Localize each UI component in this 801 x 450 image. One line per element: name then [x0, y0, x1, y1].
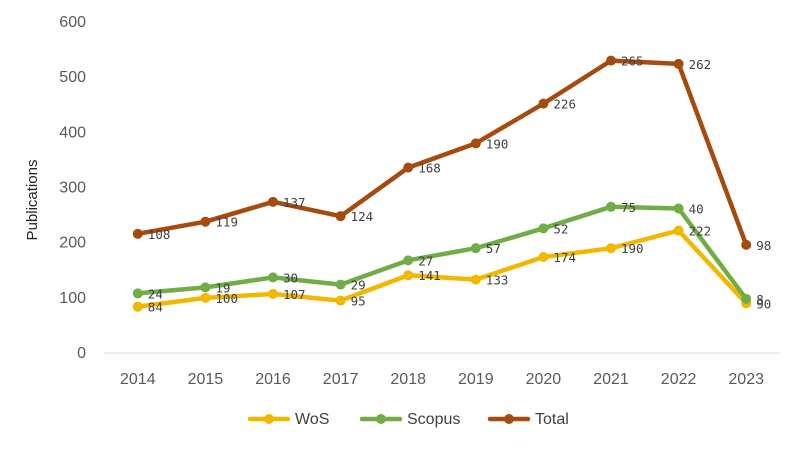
series-lines	[135, 58, 749, 309]
data-label-scopus: 75	[621, 200, 636, 215]
data-point-scopus	[470, 243, 481, 254]
data-label-total: 265	[621, 54, 644, 69]
data-point-scopus	[403, 255, 414, 266]
x-tick-label: 2018	[390, 371, 426, 388]
data-label-scopus: 24	[148, 286, 163, 301]
data-point-total	[606, 55, 616, 66]
legend-label-wos: WoS	[295, 411, 329, 428]
data-label-total: 119	[215, 215, 238, 230]
data-point-wos	[538, 252, 549, 263]
y-tick-label: 0	[77, 345, 86, 362]
x-tick-label: 2017	[323, 371, 359, 388]
legend-label-scopus: Scopus	[407, 411, 460, 428]
y-axis-title: Publications	[24, 160, 41, 241]
data-point-wos	[335, 295, 346, 306]
data-point-total	[335, 211, 346, 222]
data-point-scopus	[538, 223, 549, 234]
data-label-wos: 84	[148, 300, 163, 315]
x-tick-label: 2023	[728, 371, 764, 388]
data-label-total: 168	[418, 161, 441, 176]
data-label-total: 124	[351, 209, 374, 224]
data-label-total: 98	[756, 238, 771, 253]
data-point-scopus	[200, 282, 211, 293]
x-tick-label: 2015	[188, 371, 224, 388]
data-label-wos: 107	[283, 287, 306, 302]
data-point-scopus	[673, 203, 684, 214]
data-point-wos	[470, 274, 481, 285]
series-line-scopus	[135, 204, 749, 302]
data-point-total	[673, 58, 684, 69]
y-tick-label: 100	[59, 290, 86, 307]
x-tick-label: 2014	[120, 371, 156, 388]
data-label-scopus: 30	[283, 270, 298, 285]
data-label-scopus: 57	[486, 241, 501, 256]
data-label-total: 262	[689, 57, 712, 72]
data-point-total	[538, 98, 549, 109]
data-point-wos	[132, 301, 143, 312]
data-point-total	[741, 239, 752, 250]
data-label-scopus: 19	[215, 280, 230, 295]
data-label-scopus: 52	[553, 221, 568, 236]
data-point-total	[470, 138, 481, 149]
data-point-scopus	[335, 279, 346, 290]
data-label-total: 108	[148, 227, 171, 242]
data-label-scopus: 8	[756, 292, 764, 307]
data-label-scopus: 40	[689, 201, 704, 216]
x-tick-label: 2021	[593, 371, 629, 388]
legend-swatch-marker-total	[504, 414, 514, 424]
data-label-wos: 133	[486, 273, 509, 288]
series-line-total	[135, 58, 749, 248]
data-point-wos	[606, 243, 616, 254]
x-axis-ticks: 2014 2015 2016 2017 2018 2019 2020 2021 2022 2023	[120, 371, 764, 388]
data-label-scopus: 27	[418, 253, 433, 268]
y-tick-label: 600	[59, 14, 86, 31]
data-label-wos: 174	[553, 250, 576, 265]
x-tick-label: 2019	[458, 371, 494, 388]
data-label-wos: 190	[621, 241, 644, 256]
data-point-wos	[200, 292, 211, 303]
legend-label-total: Total	[535, 411, 569, 428]
data-label-total: 137	[283, 195, 306, 210]
x-tick-label: 2022	[661, 371, 697, 388]
data-labels: 84 100 107 95 141 133 174 190 222 90 24 19 30 29 27 57 5…	[148, 54, 771, 315]
data-point-total	[403, 162, 414, 173]
data-point-wos	[268, 288, 278, 299]
chart-legend: WoS Scopus Total	[247, 411, 569, 428]
y-tick-label: 300	[59, 180, 86, 197]
x-tick-label: 2020	[526, 371, 562, 388]
y-tick-label: 400	[59, 124, 86, 141]
y-tick-label: 200	[59, 235, 86, 252]
legend-swatch-marker-wos	[264, 414, 274, 424]
data-point-scopus	[606, 201, 616, 212]
data-point-wos	[403, 270, 414, 281]
data-label-wos: 222	[689, 224, 712, 239]
data-point-total	[268, 196, 278, 207]
data-label-total: 190	[486, 136, 509, 151]
data-label-wos: 141	[418, 268, 441, 283]
y-axis-ticks: 0 100 200 300 400 500 600	[59, 14, 86, 362]
data-point-scopus	[132, 288, 143, 299]
series-points	[132, 55, 752, 312]
data-point-wos	[673, 225, 684, 236]
data-point-total	[132, 228, 143, 239]
data-point-total	[200, 216, 211, 227]
series-line-wos	[135, 228, 749, 309]
data-label-total: 226	[553, 97, 576, 112]
data-label-scopus: 29	[351, 278, 366, 293]
data-point-scopus	[741, 293, 752, 304]
data-label-wos: 95	[351, 294, 366, 309]
data-label-wos: 90	[756, 296, 771, 311]
legend-swatch-marker-scopus	[376, 414, 386, 424]
data-label-wos: 100	[215, 291, 238, 306]
x-tick-label: 2016	[255, 371, 291, 388]
data-point-scopus	[268, 272, 278, 283]
y-tick-label: 500	[59, 69, 86, 86]
